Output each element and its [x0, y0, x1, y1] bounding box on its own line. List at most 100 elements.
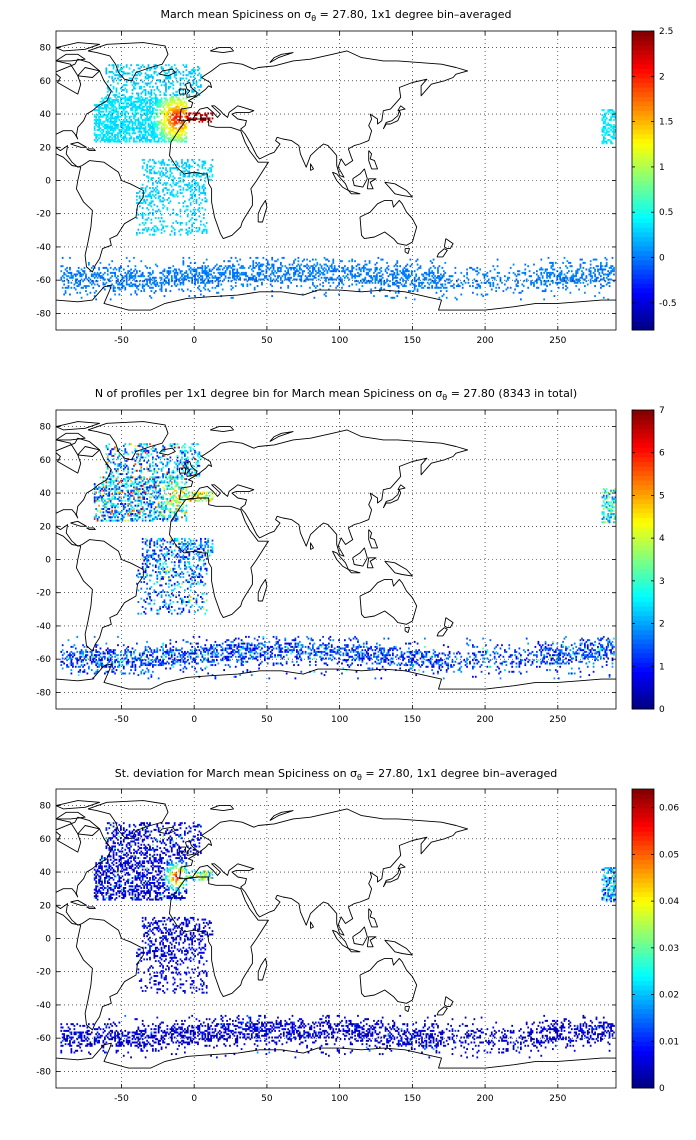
data-bin [245, 271, 247, 274]
data-bin [408, 275, 410, 278]
data-bin [169, 122, 172, 125]
data-bin [185, 278, 188, 281]
data-bin [141, 137, 144, 140]
data-bin [218, 273, 221, 276]
data-bin [136, 488, 138, 491]
data-bin [602, 125, 605, 128]
data-bin [144, 493, 147, 496]
data-bin [152, 182, 154, 185]
data-bin [211, 286, 214, 289]
data-bin [184, 65, 186, 68]
colorbar-segment [632, 306, 654, 312]
data-bin [156, 518, 159, 520]
data-bin [156, 464, 159, 467]
data-bin [496, 275, 499, 278]
data-bin [400, 276, 403, 279]
data-bin [121, 509, 124, 512]
data-bin [434, 280, 436, 283]
data-bin [201, 167, 204, 170]
data-bin [188, 112, 191, 115]
data-bin [172, 124, 175, 126]
data-bin [131, 506, 134, 509]
data-bin [170, 135, 173, 138]
data-bin [176, 90, 179, 93]
data-bin [149, 102, 151, 105]
data-bin [229, 265, 231, 268]
data-bin [152, 233, 154, 236]
data-bin [118, 463, 121, 466]
data-bin [198, 120, 201, 123]
data-bin [409, 290, 412, 293]
data-bin [165, 77, 167, 80]
data-bin [169, 124, 172, 126]
data-bin [168, 119, 170, 121]
data-bin [374, 280, 377, 283]
data-bin [149, 516, 151, 519]
data-bin [280, 281, 282, 284]
data-bin [128, 496, 131, 499]
data-bin [108, 491, 111, 494]
data-bin [127, 466, 130, 469]
data-bin [341, 280, 343, 283]
data-bin [160, 496, 163, 499]
data-bin [102, 516, 105, 519]
y-tick-label: -40 [36, 243, 51, 253]
data-bin [169, 104, 172, 107]
data-bin [102, 283, 105, 286]
data-bin [169, 168, 172, 171]
data-bin [82, 273, 84, 276]
data-bin [496, 258, 499, 261]
data-bin [104, 504, 106, 507]
data-bin [610, 117, 612, 120]
data-bin [143, 100, 146, 103]
data-bin [184, 100, 186, 103]
colorbar-segment [632, 133, 654, 139]
data-bin [147, 451, 150, 454]
data-bin [544, 283, 547, 286]
data-bin [111, 112, 114, 115]
data-bin [204, 268, 207, 271]
data-bin [125, 79, 128, 82]
data-bin [534, 280, 537, 283]
data-bin [106, 498, 109, 500]
data-bin [120, 107, 122, 110]
data-bin [157, 195, 160, 198]
data-bin [170, 95, 173, 98]
data-bin [602, 296, 605, 299]
data-bin [138, 129, 141, 131]
data-bin [367, 273, 370, 276]
data-bin [109, 139, 112, 141]
data-bin [306, 258, 308, 261]
data-bin [408, 290, 410, 293]
data-bin [383, 280, 386, 283]
data-bin [168, 80, 170, 83]
data-bin [200, 75, 202, 78]
data-bin [134, 77, 137, 80]
data-bin [447, 281, 450, 284]
data-bin [98, 496, 100, 499]
data-bin [105, 488, 108, 491]
data-bin [121, 473, 124, 476]
data-bin [351, 260, 354, 263]
data-bin [108, 484, 111, 487]
data-bin [141, 228, 144, 231]
data-bin [165, 498, 167, 500]
data-bin [114, 117, 116, 120]
data-bin [445, 286, 448, 289]
data-bin [240, 273, 243, 276]
data-bin [134, 109, 137, 112]
data-bin [143, 223, 146, 226]
data-bin [162, 69, 164, 72]
data-bin [189, 290, 192, 293]
data-bin [538, 268, 541, 271]
data-bin [362, 278, 365, 281]
data-bin [326, 270, 329, 273]
data-bin [112, 139, 115, 141]
data-bin [117, 82, 119, 85]
data-bin [506, 278, 509, 281]
data-bin [437, 266, 439, 269]
data-bin [329, 278, 332, 281]
data-bin [70, 281, 73, 284]
data-bin [575, 273, 578, 276]
data-bin [95, 140, 98, 143]
